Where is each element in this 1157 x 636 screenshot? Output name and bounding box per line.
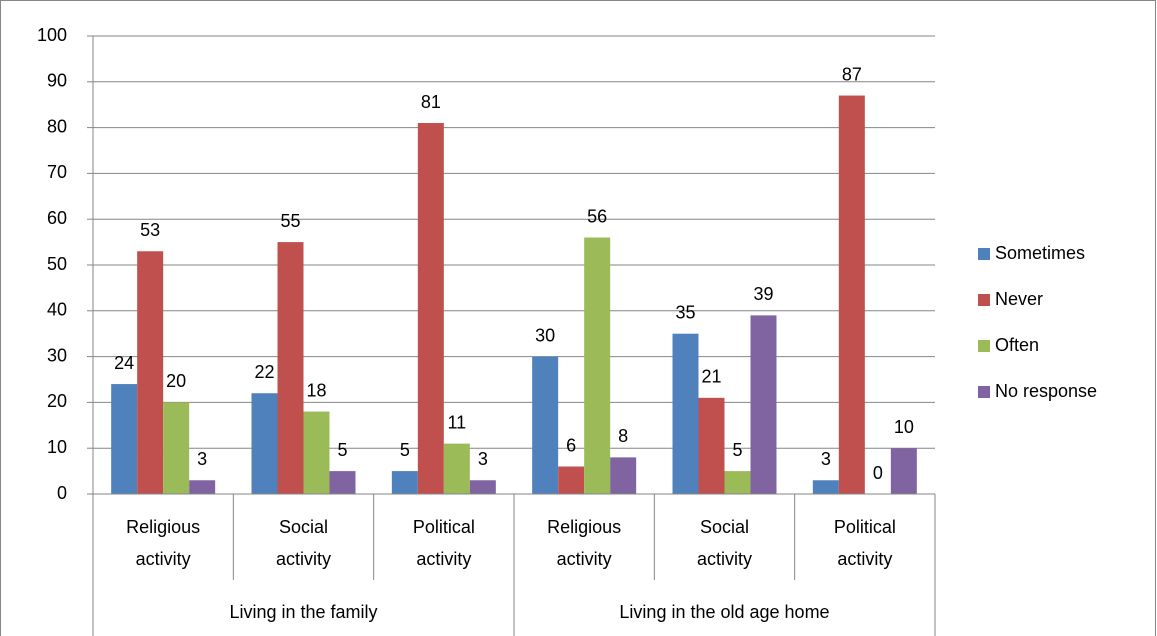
data-label: 5 [337,440,347,460]
x-tick-label: Political activity [413,517,475,569]
y-tick-label: 40 [47,300,67,320]
data-label: 5 [732,440,742,460]
bar [417,123,444,495]
data-label: 53 [140,220,160,240]
bar [163,402,190,494]
bar [251,393,278,494]
x-tick-label: Religious activity [126,517,200,569]
bar [303,411,330,494]
data-label: 55 [280,211,300,231]
data-label: 21 [701,367,721,387]
y-tick-label: 20 [47,391,67,411]
legend-label: No response [995,381,1097,401]
x-tick-label: Political activity [834,517,896,569]
legend-label: Sometimes [995,243,1085,263]
legend-swatch [978,248,990,260]
y-tick-label: 10 [47,437,67,457]
data-label: 24 [114,353,134,373]
data-label: 56 [587,206,607,226]
bar [838,95,865,494]
data-label: 6 [566,435,576,455]
data-label: 35 [675,302,695,322]
bar [391,471,418,494]
x-tick-label: Social activity [276,517,331,569]
bar [812,480,839,494]
group-label: Living in the old age home [619,602,829,622]
bar [111,384,138,494]
bar [469,480,496,494]
bar [724,471,751,494]
bar [584,237,611,494]
data-label: 3 [478,449,488,469]
bar [558,466,585,494]
bar [532,356,559,494]
data-label: 0 [873,463,883,483]
y-tick-label: 60 [47,208,67,228]
data-label: 5 [400,440,410,460]
x-tick-label: Social activity [697,517,752,569]
bar [137,251,164,494]
y-tick-label: 30 [47,345,67,365]
data-label: 39 [753,284,773,304]
bar [672,333,699,494]
y-tick-label: 50 [47,254,67,274]
data-label: 8 [618,426,628,446]
data-label: 11 [447,412,466,432]
bar [189,480,216,494]
x-tick-label: Religious activity [547,517,621,569]
data-label: 18 [306,380,326,400]
y-tick-label: 100 [37,25,67,45]
data-label: 87 [842,64,862,84]
y-tick-label: 0 [57,483,67,503]
data-label: 22 [254,362,274,382]
legend-swatch [978,294,990,306]
bar [890,448,917,494]
bar [277,242,304,494]
data-label: 10 [894,417,914,437]
bar [610,457,637,494]
y-tick-label: 70 [47,162,67,182]
legend-label: Often [995,335,1039,355]
legend-swatch [978,340,990,352]
data-label: 81 [421,92,441,112]
bar [443,443,470,494]
data-label: 3 [197,449,207,469]
group-label: Living in the family [229,602,377,622]
data-label: 3 [821,449,831,469]
data-label: 20 [166,371,186,391]
y-tick-label: 80 [47,116,67,136]
bar [750,315,777,494]
legend-label: Never [995,289,1043,309]
legend-swatch [978,386,990,398]
bar [698,397,725,494]
data-label: 30 [535,325,555,345]
y-tick-label: 90 [47,71,67,91]
bar [329,471,356,494]
